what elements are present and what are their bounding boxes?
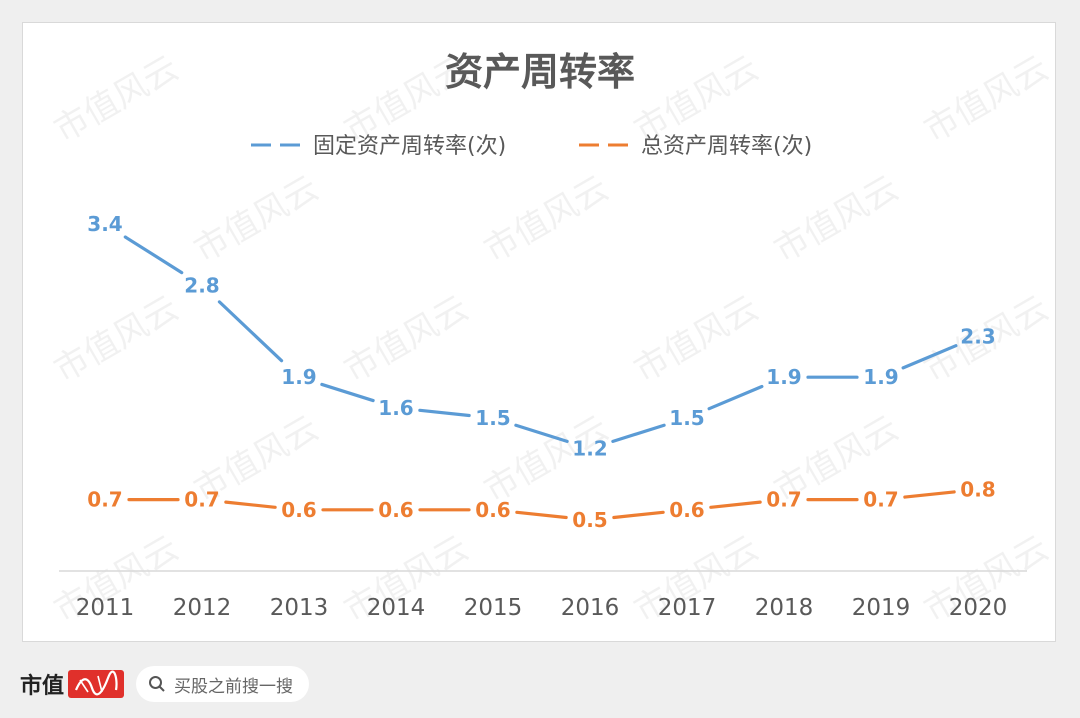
- series-segment: [515, 510, 568, 520]
- data-label: 0.5: [572, 508, 607, 532]
- data-label: 0.6: [281, 498, 316, 522]
- series-segment: [217, 300, 284, 363]
- watermark-text: 市值风云: [48, 288, 186, 391]
- data-label: 1.9: [766, 365, 801, 389]
- data-label: 0.7: [766, 488, 801, 512]
- x-tick-label: 2018: [755, 595, 814, 621]
- watermark-text: 市值风云: [918, 48, 1056, 151]
- data-label: 3.4: [87, 212, 122, 236]
- brand-logo: [68, 670, 125, 698]
- x-tick-label: 2019: [852, 595, 911, 621]
- data-label: 2.3: [960, 324, 995, 348]
- x-tick-label: 2016: [561, 595, 620, 621]
- watermark-text: 市值风云: [188, 168, 326, 271]
- x-tick-label: 2012: [173, 595, 232, 621]
- series-segment: [709, 500, 762, 509]
- data-label: 1.9: [863, 365, 898, 389]
- series-group: 3.4 2.8 1.9 1.6 1.5 1.2 1.5 1.9 1.9 2.3: [87, 212, 995, 460]
- series-segment: [903, 490, 956, 499]
- series-layer: 3.42.81.91.6 1.51.21.51.9 1.92.30.7 0.7 0.6 0…: [87, 212, 995, 532]
- watermark-text: 市值风云: [478, 168, 616, 271]
- chart-title: 资产周转率: [445, 50, 635, 94]
- data-label: 0.7: [863, 488, 898, 512]
- watermark-text: 市值风云: [768, 168, 906, 271]
- watermark-text: 市值风云: [48, 48, 186, 151]
- legend: 固定资产周转率(次) 总资产周转率(次): [251, 134, 812, 159]
- series-segment: [123, 235, 184, 275]
- data-label: 1.5: [669, 406, 704, 430]
- x-tick-label: 2020: [949, 595, 1008, 621]
- data-label: 0.8: [960, 477, 995, 501]
- data-label: 0.6: [475, 498, 510, 522]
- chart-panel: 市值风云 市值风云 市值风云 市值风云 市值风云 市值风云 市值风云 市值风云 市值风云 市值风云…: [22, 22, 1056, 642]
- data-label: 0.7: [184, 488, 219, 512]
- data-label: 1.9: [281, 365, 316, 389]
- search-hint: 买股之前搜一搜: [174, 676, 294, 697]
- series-segment: [418, 408, 471, 418]
- footer-bar: 市值 买股之前搜一搜: [20, 664, 310, 704]
- x-tick-label: 2011: [76, 595, 135, 621]
- data-label: 0.6: [378, 498, 413, 522]
- watermark-text: 市值风云: [628, 288, 766, 391]
- data-label: 1.6: [378, 396, 413, 420]
- series-segment: [320, 382, 375, 403]
- x-tick-label: 2017: [658, 595, 717, 621]
- x-tick-label: 2013: [270, 595, 329, 621]
- data-label: 0.7: [87, 488, 122, 512]
- data-label: 1.2: [572, 437, 607, 461]
- x-tick-label: 2014: [367, 595, 426, 621]
- series-segment: [224, 500, 277, 509]
- legend-label: 固定资产周转率(次): [313, 134, 506, 159]
- data-label: 0.6: [669, 498, 704, 522]
- x-tick-labels: 2011 2012 2013 2014 2015 2016 2017 2018 2019 2020: [76, 595, 1008, 621]
- search-box[interactable]: 买股之前搜一搜: [136, 666, 310, 702]
- watermark-text: 市值风云: [338, 288, 476, 391]
- x-tick-label: 2015: [464, 595, 523, 621]
- data-label: 2.8: [184, 273, 219, 297]
- series-group: 0.7 0.7 0.6 0.6 0.6 0.5 0.6 0.7 0.7 0.8: [87, 477, 995, 532]
- legend-label: 总资产周转率(次): [641, 134, 812, 159]
- series-segment: [612, 510, 665, 520]
- data-label: 1.5: [475, 406, 510, 430]
- series-segment: [611, 423, 666, 443]
- search-icon: [149, 676, 165, 692]
- brand-name: 市值: [20, 674, 65, 699]
- series-segment: [514, 423, 569, 443]
- series-segment: [901, 344, 958, 370]
- series-segment: [707, 384, 764, 411]
